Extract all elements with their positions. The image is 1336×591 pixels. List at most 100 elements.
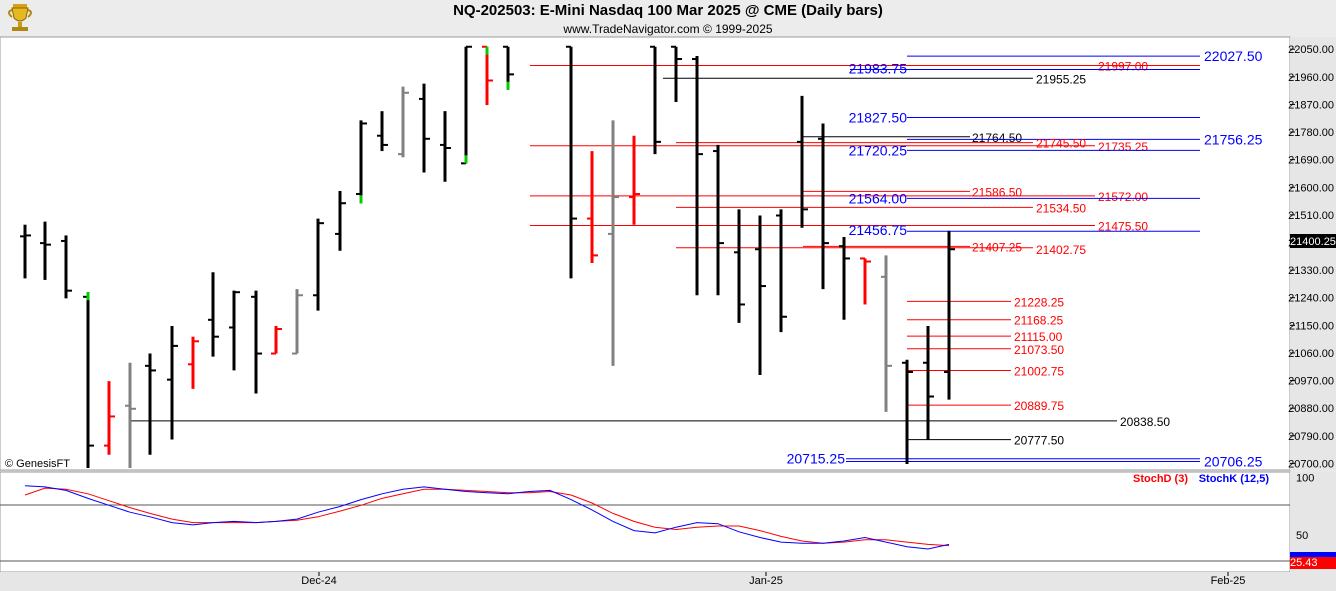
stoch-tick-label: 100 (1296, 473, 1314, 485)
ohlc-bar (461, 45, 472, 165)
level-label: 21735.25 (1098, 140, 1148, 154)
price-tick-label: 21330.00 (1288, 265, 1334, 277)
ohlc-bar (271, 325, 282, 355)
price-tick-label: 21240.00 (1288, 293, 1334, 305)
ohlc-bar (881, 255, 892, 412)
price-tick-label: 21690.00 (1288, 155, 1334, 167)
level-label: 20715.25 (787, 451, 846, 467)
price-tick-label: 20790.00 (1288, 431, 1334, 443)
ohlc-bar (208, 272, 219, 357)
ohlc-bar (145, 353, 156, 455)
level-label: 21983.75 (849, 61, 908, 77)
level-label: 21572.00 (1098, 190, 1148, 204)
ohlc-bar (440, 111, 451, 182)
price-tick-label: 20970.00 (1288, 376, 1334, 388)
time-axis-ticks: Dec-24 Jan-25 Feb-25 (301, 572, 1245, 587)
stoch-series-line (24, 485, 950, 550)
stoch-tick-label: 50 (1296, 530, 1308, 542)
level-label: 20706.25 (1204, 453, 1263, 469)
ohlc-bar (40, 221, 51, 280)
level-label: 20838.50 (1120, 415, 1170, 429)
time-tick-label: Feb-25 (1211, 575, 1246, 587)
ohlc-bar (860, 257, 871, 305)
price-axis (1290, 37, 1336, 470)
level-label: 21745.50 (1036, 137, 1086, 151)
ohlc-bar (902, 359, 913, 465)
level-label: 21456.75 (849, 222, 908, 238)
watermark: © GenesisFT (5, 458, 70, 470)
last-price-tag (1290, 234, 1336, 248)
chart-title: NQ-202503: E-Mini Nasdaq 100 Mar 2025 @ … (453, 2, 883, 19)
ohlc-bar (587, 151, 598, 264)
ohlc-bar (482, 45, 493, 106)
ohlc-bar (692, 55, 703, 296)
ohlc-bar (335, 190, 346, 251)
level-label: 21115.00 (1014, 330, 1063, 344)
ohlc-bar (188, 336, 199, 389)
ohlc-bar (629, 135, 640, 225)
level-label: 21564.00 (849, 190, 908, 206)
chart-header: NQ-202503: E-Mini Nasdaq 100 Mar 2025 @ … (0, 0, 1336, 37)
ohlc-bar (398, 86, 409, 158)
level-label: 20777.50 (1014, 434, 1064, 448)
price-panel (0, 36, 1291, 471)
price-tick-label: 21870.00 (1288, 99, 1334, 111)
level-label: 21586.50 (972, 185, 1022, 199)
ohlc-bar (104, 381, 115, 455)
ohlc-bar (608, 120, 619, 366)
level-label: 21228.25 (1014, 295, 1064, 309)
level-label: 22027.50 (1204, 48, 1263, 64)
stochd-last-tag (1290, 557, 1336, 569)
ohlc-bar (566, 45, 577, 279)
ohlc-bar (292, 289, 303, 355)
ohlc-bar (61, 235, 72, 299)
stochk-legend: StochK (12,5) (1199, 473, 1270, 485)
last-price-label: 21400.25 (1290, 236, 1336, 248)
stoch-last-value: 25.43 (1290, 557, 1318, 569)
price-tick-label: 21960.00 (1288, 72, 1334, 84)
ohlc-bar (818, 123, 829, 290)
ohlc-bar (944, 230, 955, 400)
chart-subtitle: www.TradeNavigator.com © 1999-2025 (563, 22, 773, 36)
price-tick-label: 22050.00 (1288, 44, 1334, 56)
ohlc-bar (797, 95, 808, 228)
stochk-last-tag (1290, 552, 1336, 558)
ohlc-bar (167, 325, 178, 440)
time-axis (0, 572, 1336, 591)
price-tick-label: 21510.00 (1288, 210, 1334, 222)
ohlc-bar (356, 120, 367, 204)
price-tick-label: 20700.00 (1288, 458, 1334, 470)
price-tick-label: 21600.00 (1288, 182, 1334, 194)
level-label: 21955.25 (1036, 72, 1086, 86)
stochd-legend: StochD (3) (1133, 473, 1188, 485)
ohlc-bar (776, 209, 787, 333)
level-label: 21168.25 (1014, 314, 1063, 328)
ohlc-bar (650, 45, 661, 155)
time-tick-label: Jan-25 (749, 575, 783, 587)
ohlc-bar (419, 83, 430, 173)
level-label: 20889.75 (1014, 399, 1064, 413)
ohlc-bar (503, 45, 514, 90)
price-axis-ticks: 22050.00 21960.00 21870.00 21780.00 21690.00… (1288, 44, 1334, 470)
level-lines: 22027.50 21997.00 21983.75 21955.25 21827.50… (130, 48, 1263, 469)
price-tick-label: 20880.00 (1288, 403, 1334, 415)
ohlc-bar (755, 215, 766, 376)
ohlc-bar (671, 45, 682, 102)
level-label: 21073.50 (1014, 343, 1064, 357)
level-label: 21402.75 (1036, 243, 1086, 257)
trophy-logo-icon (4, 2, 36, 34)
ohlc-bar (839, 236, 850, 320)
ohlc-bar (734, 209, 745, 323)
level-label: 21002.75 (1014, 365, 1064, 379)
price-tick-label: 21780.00 (1288, 127, 1334, 139)
price-tick-label: 21060.00 (1288, 348, 1334, 360)
ohlc-bar (125, 362, 136, 468)
level-label: 21764.50 (972, 131, 1022, 145)
ohlc-bar (377, 111, 388, 152)
time-tick-label: Dec-24 (301, 575, 336, 587)
ohlc-bar (251, 290, 262, 394)
level-label: 21475.50 (1098, 219, 1148, 233)
ohlc-bars (20, 45, 955, 468)
ohlc-bar (313, 218, 324, 311)
